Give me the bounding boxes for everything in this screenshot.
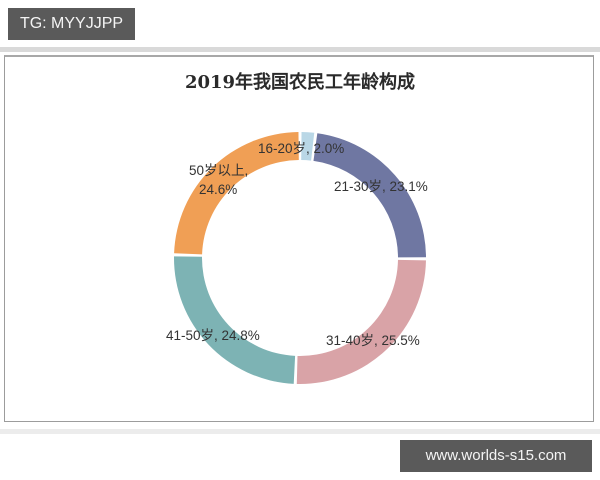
slice-labels: 16-20岁, 2.0% 21-30岁, 23.1% 31-40岁, 25.5%… <box>166 141 428 348</box>
slice-4 <box>174 132 299 255</box>
slice-0 <box>301 132 315 161</box>
donut-slices <box>174 132 426 385</box>
label-16-20: 16-20岁, 2.0% <box>258 141 344 156</box>
slice-3 <box>174 256 296 384</box>
chart-title: 2019年我国农民工年龄构成 <box>184 72 416 93</box>
watermark-bottom: www.worlds-s15.com <box>400 440 592 472</box>
slice-1 <box>313 133 426 258</box>
label-50-plus-line1: 50岁以上, <box>189 163 248 178</box>
top-divider <box>0 47 600 52</box>
watermark-top: TG: MYYJJPP <box>8 8 135 40</box>
label-31-40: 31-40岁, 25.5% <box>326 333 420 348</box>
label-21-30: 21-30岁, 23.1% <box>334 179 428 194</box>
bottom-divider <box>0 429 600 434</box>
slice-2 <box>296 259 426 385</box>
label-41-50: 41-50岁, 24.8% <box>166 328 260 343</box>
label-50-plus-line2: 24.6% <box>199 182 237 197</box>
